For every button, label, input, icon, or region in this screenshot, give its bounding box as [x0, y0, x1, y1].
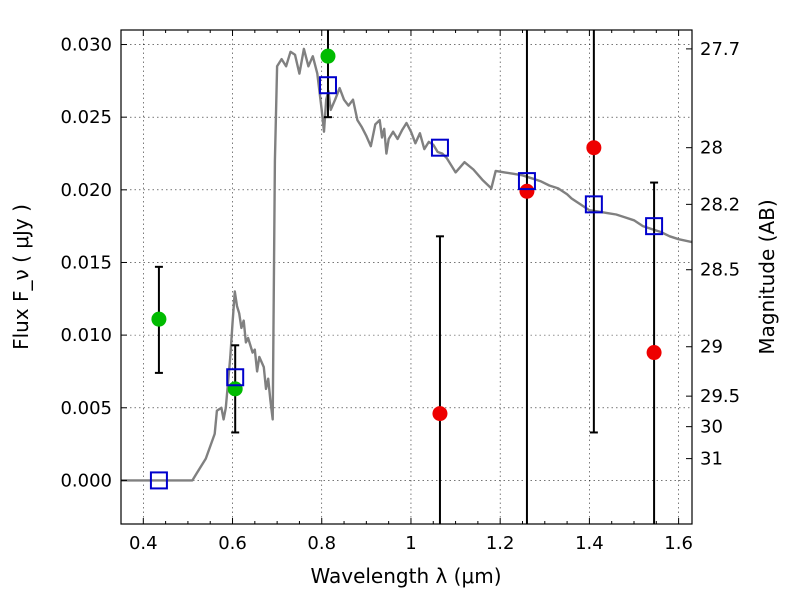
- right-tick-label: 30: [700, 417, 723, 438]
- green-photometry-point: [151, 311, 167, 327]
- y-axis-label: Flux F_ν ( μJy ): [9, 204, 33, 350]
- plot-frame: [120, 29, 693, 525]
- model-band-square: [430, 138, 449, 157]
- model-band-square: [226, 368, 245, 387]
- data-layer: [121, 30, 692, 524]
- red-photometry-point: [586, 140, 602, 156]
- x-axis-label: Wavelength λ (μm): [310, 564, 501, 588]
- y-tick-label: 0.020: [60, 180, 112, 201]
- x-tick-label: 0.4: [129, 533, 158, 554]
- y-tick-label: 0.025: [60, 107, 112, 128]
- red-photometry-point: [432, 406, 448, 422]
- model-band-square: [645, 217, 664, 236]
- red-photometry-point: [519, 183, 535, 199]
- y-tick-label: 0.010: [60, 325, 112, 346]
- right-tick-label: 29.5: [700, 386, 740, 407]
- model-band-square: [149, 471, 168, 490]
- y-tick-label: 0.030: [60, 35, 112, 56]
- y-axis-right-label: Magnitude (AB): [755, 199, 779, 354]
- y-tick-label: 0.015: [60, 252, 112, 273]
- right-tick-label: 31: [700, 449, 723, 470]
- right-tick-label: 29: [700, 337, 723, 358]
- plot-background: [121, 30, 692, 524]
- red-photometry-point: [646, 345, 662, 361]
- x-tick-label: 0.6: [218, 533, 247, 554]
- y-tick-label: 0.005: [60, 398, 112, 419]
- x-tick-label: 1: [405, 533, 416, 554]
- x-tick-label: 1.6: [664, 533, 693, 554]
- right-tick-label: 27.7: [700, 39, 740, 60]
- right-tick-label: 28.2: [700, 194, 740, 215]
- ticks: 0.4 0.6 0.8 1 1.2 1.4 1.6 0.000 0.005 0.010 0.015 0…: [60, 30, 740, 554]
- green-photometry-point: [320, 48, 336, 64]
- x-tick-label: 1.4: [575, 533, 604, 554]
- right-tick-label: 28.5: [700, 260, 740, 281]
- y-tick-label: 0.000: [60, 470, 112, 491]
- model-band-square: [584, 195, 603, 214]
- x-tick-label: 1.2: [486, 533, 515, 554]
- model-band-square: [318, 76, 337, 95]
- right-tick-label: 28: [700, 138, 723, 159]
- model-band-square: [517, 172, 536, 191]
- model-spectrum-line: [121, 47, 692, 482]
- green-photometry-point: [227, 381, 243, 397]
- x-tick-label: 0.8: [307, 533, 336, 554]
